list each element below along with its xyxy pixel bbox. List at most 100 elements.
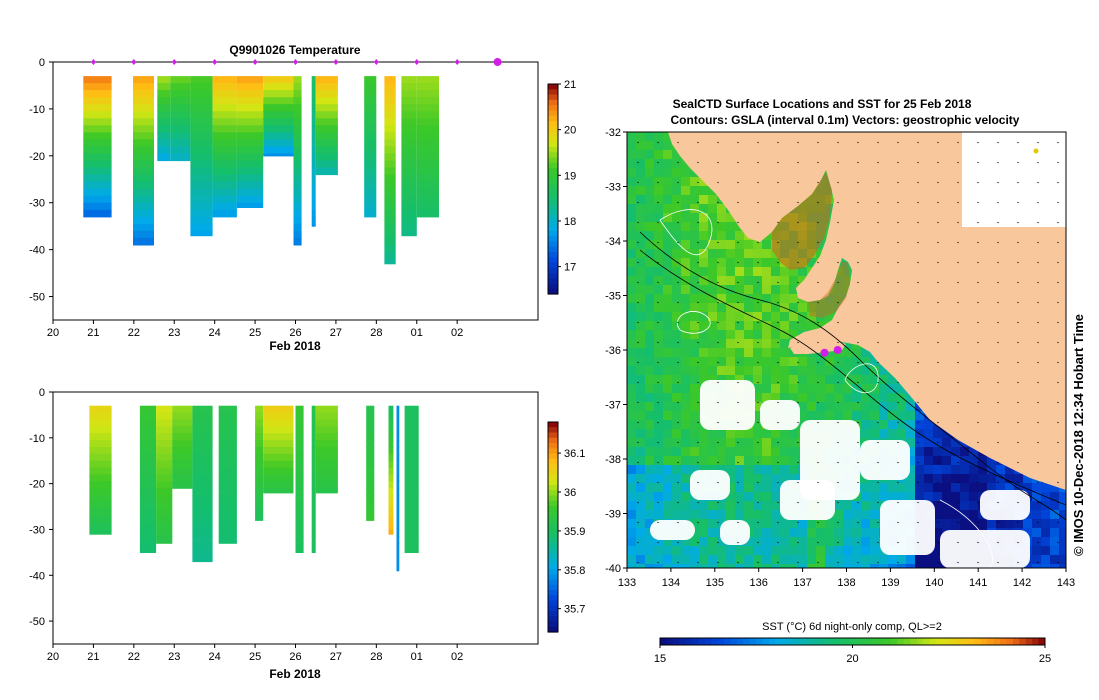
profile-cell bbox=[83, 132, 112, 140]
sst-cell bbox=[663, 411, 673, 421]
vector-arrow bbox=[1016, 161, 1020, 164]
profile-cell bbox=[133, 202, 154, 211]
vector-arrow bbox=[1016, 281, 1020, 284]
profile-cell bbox=[255, 405, 264, 414]
profile-cell bbox=[315, 153, 338, 162]
sst-cell bbox=[789, 519, 799, 529]
vector-arrow bbox=[876, 261, 880, 264]
profile-cell bbox=[311, 412, 316, 421]
vector-arrow bbox=[936, 481, 940, 484]
cast bbox=[263, 405, 294, 494]
vector-arrow bbox=[636, 321, 640, 324]
profile-cell bbox=[133, 125, 154, 133]
vector-arrow bbox=[936, 541, 940, 544]
vector-arrow bbox=[996, 221, 1000, 224]
vector-arrow bbox=[976, 461, 980, 464]
profile-cell bbox=[89, 522, 112, 531]
sst-cell bbox=[663, 213, 673, 223]
profile-cell bbox=[218, 467, 237, 476]
colorbar-swatch bbox=[548, 532, 558, 539]
profile-cell bbox=[401, 167, 417, 176]
sst-cell bbox=[645, 132, 655, 142]
sst-cell bbox=[762, 240, 772, 250]
sst-cell bbox=[825, 213, 835, 223]
sst-cell bbox=[717, 564, 727, 568]
sst-cell bbox=[951, 474, 961, 484]
vector-arrow bbox=[756, 401, 760, 404]
sst-cell bbox=[762, 447, 772, 457]
vector-arrow bbox=[756, 201, 760, 204]
sst-cell bbox=[798, 402, 808, 412]
vector-arrow bbox=[936, 221, 940, 224]
sst-cell bbox=[690, 276, 700, 286]
sst-cell bbox=[672, 222, 682, 232]
sst-cell bbox=[987, 456, 997, 466]
profile-cell bbox=[255, 440, 264, 448]
profile-cell bbox=[156, 529, 173, 537]
profile-cell bbox=[157, 139, 171, 147]
vector-arrow bbox=[756, 241, 760, 244]
sst-cell bbox=[744, 249, 754, 259]
colorbar-swatch bbox=[548, 283, 558, 290]
profile-cell bbox=[384, 97, 396, 105]
vector-arrow bbox=[736, 221, 740, 224]
seal-position bbox=[820, 348, 829, 357]
sst-cell bbox=[942, 447, 952, 457]
sst-cell bbox=[636, 348, 646, 358]
sst-cell bbox=[672, 312, 682, 322]
sst-cell bbox=[735, 357, 745, 367]
sst-cell bbox=[663, 348, 673, 358]
profile-cell bbox=[218, 447, 237, 455]
colorbar-swatch bbox=[548, 152, 558, 159]
profile-cell bbox=[293, 104, 302, 112]
x-tick-label: 02 bbox=[451, 651, 463, 663]
sst-colorbar-swatch bbox=[679, 638, 687, 645]
vector-arrow bbox=[876, 561, 880, 564]
profile-cell bbox=[293, 216, 302, 225]
sst-cell bbox=[1050, 546, 1060, 556]
colorbar-tick-label: 21 bbox=[564, 79, 576, 91]
profile-cell bbox=[236, 202, 264, 208]
sst-cell bbox=[762, 456, 772, 466]
profile-cell bbox=[236, 125, 264, 133]
profile-cell bbox=[133, 139, 154, 147]
vector-arrow bbox=[776, 141, 780, 144]
sst-cell bbox=[717, 240, 727, 250]
vector-arrow bbox=[976, 501, 980, 504]
sst-cell bbox=[645, 150, 655, 160]
sst-cell bbox=[726, 222, 736, 232]
vector-arrow bbox=[736, 381, 740, 384]
profile-marker bbox=[414, 59, 420, 65]
sst-cell bbox=[879, 483, 889, 493]
profile-cell bbox=[311, 202, 316, 211]
profile-cell bbox=[83, 153, 112, 162]
profile-cell bbox=[263, 481, 294, 489]
x-tick-label: 21 bbox=[87, 327, 99, 339]
sst-cell bbox=[672, 339, 682, 349]
vector-arrow bbox=[916, 401, 920, 404]
vector-arrow bbox=[876, 441, 880, 444]
vector-arrow bbox=[656, 241, 660, 244]
vector-arrow bbox=[996, 521, 1000, 524]
sst-cell bbox=[672, 303, 682, 313]
profile-cell bbox=[384, 188, 396, 197]
profile-cell bbox=[263, 426, 294, 434]
kangaroo-island bbox=[790, 340, 846, 354]
profile-cell bbox=[263, 474, 294, 482]
vector-arrow bbox=[976, 561, 980, 564]
profile-cell bbox=[384, 216, 396, 225]
sst-cell bbox=[816, 564, 826, 568]
sst-cell bbox=[654, 186, 664, 196]
map-y-tick-label: -39 bbox=[605, 509, 621, 521]
profile-cell bbox=[293, 195, 302, 204]
colorbar-swatch bbox=[548, 516, 558, 523]
profile-cell bbox=[416, 139, 439, 147]
sst-cell bbox=[726, 429, 736, 439]
sst-cell bbox=[654, 411, 664, 421]
sst-cell bbox=[690, 420, 700, 430]
profile-cell bbox=[384, 167, 396, 176]
sst-cell bbox=[807, 564, 817, 568]
vector-arrow bbox=[916, 141, 920, 144]
colorbar-swatch bbox=[548, 427, 558, 434]
sst-cell bbox=[627, 240, 637, 250]
